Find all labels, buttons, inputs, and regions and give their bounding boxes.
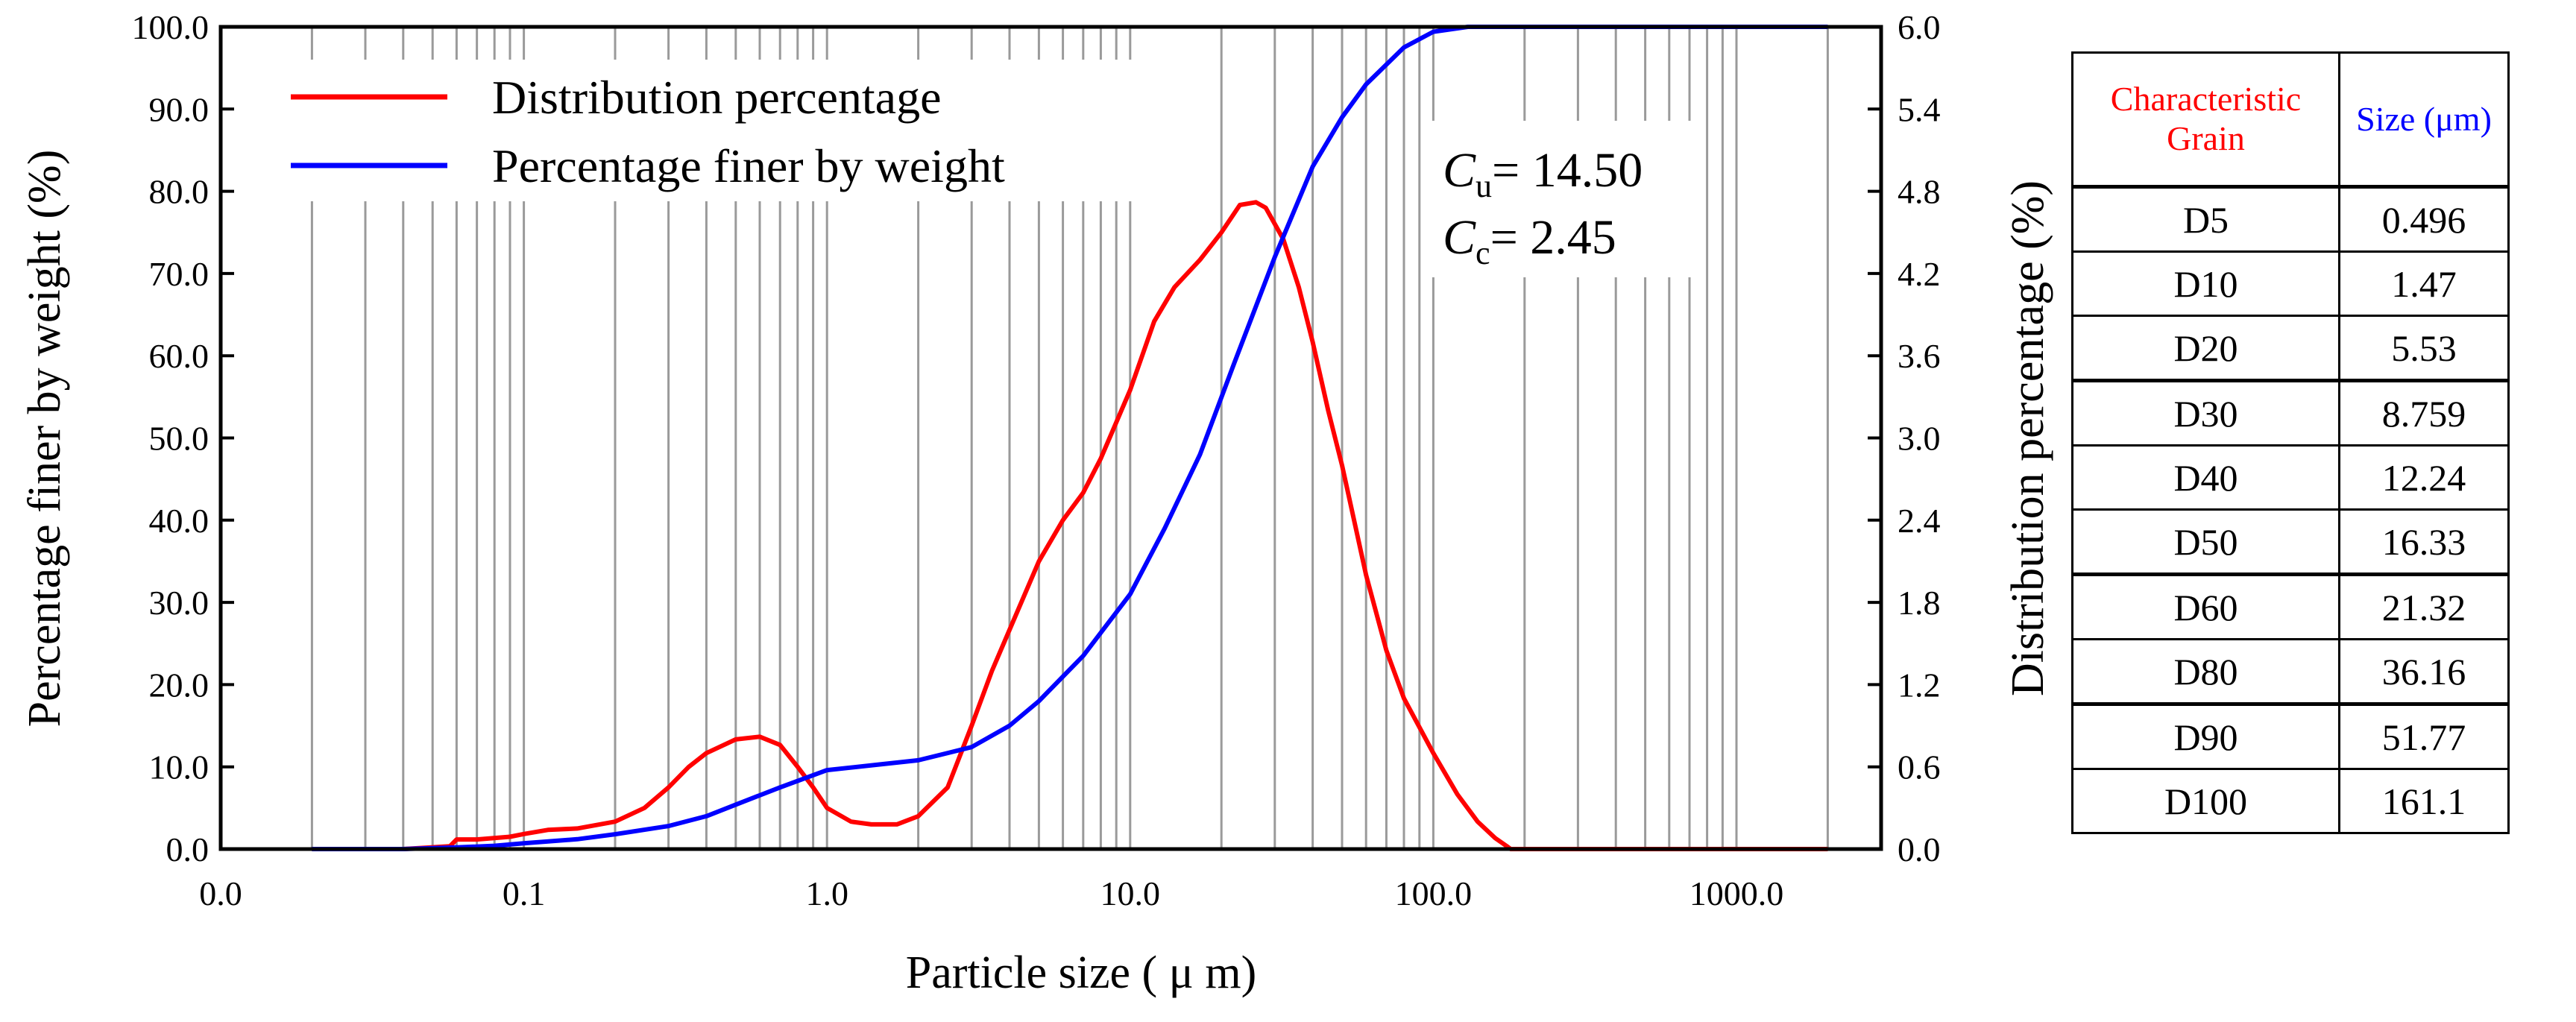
y2-tick-label: 4.2 [1898, 255, 1941, 293]
table-row: D100 161.1 [2071, 768, 2510, 834]
y2-tick-label: 1.8 [1898, 584, 1941, 622]
size-cell: 21.32 [2338, 573, 2510, 640]
y-tick-label: 50.0 [149, 420, 210, 458]
grain-cell: D30 [2071, 379, 2340, 447]
y-axis-title: Percentage finer by weight (%) [19, 150, 70, 728]
size-cell: 51.77 [2338, 703, 2510, 770]
y-tick-label: 80.0 [149, 173, 210, 211]
y2-tick-label: 4.8 [1898, 173, 1941, 211]
y2-tick-label: 0.0 [1898, 830, 1941, 868]
header-size: Size (μm) [2338, 51, 2510, 188]
y-tick-label: 0.0 [166, 830, 210, 868]
grain-cell: D90 [2071, 703, 2340, 770]
size-cell: 12.24 [2338, 444, 2510, 511]
legend-box [257, 60, 1133, 201]
y-tick-label: 20.0 [149, 666, 210, 704]
y-tick-label: 70.0 [149, 255, 210, 293]
table-row: D80 36.16 [2071, 638, 2510, 706]
legend-label-distribution: Distribution percentage [492, 71, 941, 124]
grain-cell: D10 [2071, 250, 2340, 317]
grain-cell: D60 [2071, 573, 2340, 640]
data-series [312, 25, 1828, 851]
y-tick-label: 30.0 [149, 584, 210, 622]
table-row: D50 16.33 [2071, 508, 2510, 576]
x-tick-label: 0.0 [199, 874, 242, 912]
coefficient-annotation: Cu= 14.50 Cc= 2.45 [1426, 121, 1700, 277]
size-cell: 5.53 [2338, 315, 2510, 382]
header-characteristic-grain: Characteristic Grain [2071, 51, 2340, 188]
table-body: D5 0.496 D10 1.47 D20 5.53 D30 8.759 D40 12.24 D50… [2071, 185, 2510, 834]
size-cell: 161.1 [2338, 768, 2510, 834]
table-row: D60 21.32 [2071, 573, 2510, 640]
grain-cell: D40 [2071, 444, 2340, 511]
x-tick-label: 1.0 [805, 874, 848, 912]
grain-cell: D80 [2071, 638, 2340, 706]
y2-tick-label: 6.0 [1898, 8, 1941, 46]
y2-tick-label: 5.4 [1898, 90, 1941, 128]
y-tick-label: 90.0 [149, 90, 210, 128]
y-tick-label: 60.0 [149, 337, 210, 375]
y2-tick-label: 3.6 [1898, 337, 1941, 375]
x-axis-title: Particle size ( μ m) [906, 947, 1257, 998]
grain-cell: D20 [2071, 315, 2340, 382]
y2-tick-label: 1.2 [1898, 666, 1941, 704]
table-row: D90 51.77 [2071, 703, 2510, 770]
distribution-percentage-line [312, 200, 1828, 851]
table-row: D30 8.759 [2071, 379, 2510, 447]
size-cell: 16.33 [2338, 508, 2510, 576]
y-tick-label: 40.0 [149, 502, 210, 540]
table-header-row: Characteristic Grain Size (μm) [2071, 51, 2510, 188]
x-tick-label: 10.0 [1100, 874, 1161, 912]
table-row: D10 1.47 [2071, 250, 2510, 317]
size-cell: 1.47 [2338, 250, 2510, 317]
size-cell: 36.16 [2338, 638, 2510, 706]
characteristic-grain-table: Characteristic Grain Size (μm) D5 0.496 D1… [2071, 51, 2510, 834]
grain-cell: D100 [2071, 768, 2340, 834]
percentage-finer-line [312, 25, 1828, 851]
table-row: D20 5.53 [2071, 315, 2510, 382]
y-tick-label: 100.0 [132, 8, 210, 46]
y2-axis-title: Distribution percentage (%) [2003, 180, 2053, 696]
cc-label: Cc= 2.45 [1443, 210, 1616, 271]
legend: Distribution percentage Percentage finer… [257, 60, 1133, 201]
x-tick-label: 100.0 [1395, 874, 1473, 912]
annotation-box [1426, 121, 1700, 277]
axis-ticks: 0.0 10.0 20.0 30.0 40.0 50.0 60.0 70.0 80.0 90.0 1… [132, 8, 1941, 912]
table-row: D5 0.496 [2071, 185, 2510, 253]
legend-label-finer: Percentage finer by weight [492, 139, 1005, 192]
table-row: D40 12.24 [2071, 444, 2510, 511]
cu-label: Cu= 14.50 [1443, 143, 1643, 204]
grain-cell: D50 [2071, 508, 2340, 576]
grain-cell: D5 [2071, 185, 2340, 253]
y-tick-label: 10.0 [149, 748, 210, 786]
y2-tick-label: 0.6 [1898, 748, 1941, 786]
size-cell: 0.496 [2338, 185, 2510, 253]
x-tick-label: 0.1 [503, 874, 546, 912]
x-tick-label: 1000.0 [1689, 874, 1784, 912]
y2-tick-label: 3.0 [1898, 420, 1941, 458]
size-cell: 8.759 [2338, 379, 2510, 447]
y2-tick-label: 2.4 [1898, 502, 1941, 540]
